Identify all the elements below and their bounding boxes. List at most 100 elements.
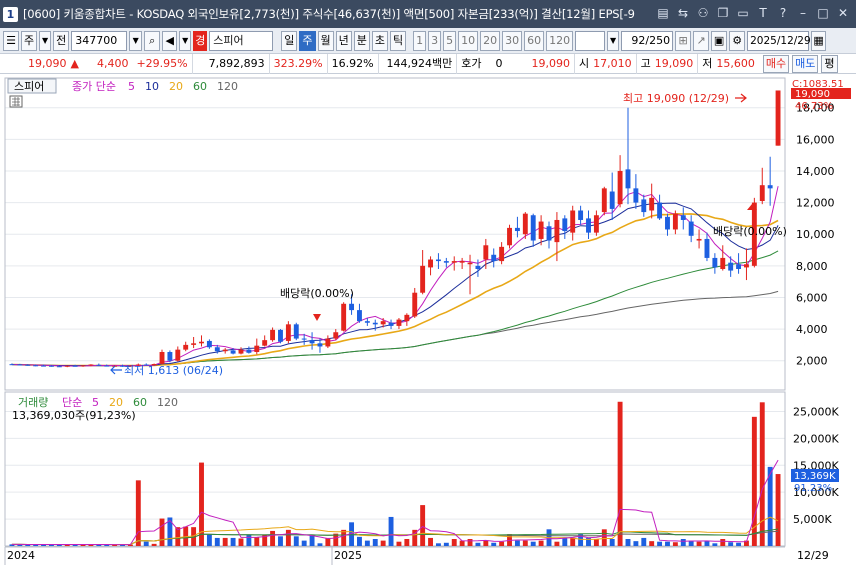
candle[interactable] (712, 253, 718, 274)
candle[interactable] (601, 186, 607, 216)
volume-bar[interactable] (199, 462, 204, 546)
legend-ma-10[interactable]: 10 (145, 80, 159, 93)
candle[interactable] (404, 313, 410, 326)
period-year-tab[interactable]: 년 (335, 30, 352, 51)
volume-bar[interactable] (672, 542, 678, 546)
volume-legend-ma-20[interactable]: 20 (109, 396, 123, 409)
candle[interactable] (491, 248, 497, 268)
candle[interactable] (151, 363, 157, 366)
volume-bar[interactable] (744, 540, 749, 546)
search-icon[interactable]: ⌕ (144, 30, 161, 51)
volume-bar[interactable] (262, 534, 268, 546)
candle[interactable] (744, 248, 749, 281)
candle[interactable] (625, 107, 631, 205)
candle[interactable] (609, 172, 615, 220)
candle[interactable] (254, 338, 260, 355)
period-second-tab[interactable]: 초 (371, 30, 388, 51)
candle[interactable] (364, 318, 370, 326)
volume-bar[interactable] (9, 544, 15, 546)
volume-bar[interactable] (120, 544, 125, 546)
volume-bar[interactable] (688, 540, 694, 546)
volume-bar[interactable] (159, 518, 165, 546)
volume-bar[interactable] (254, 537, 260, 546)
volume-bar[interactable] (48, 544, 54, 546)
volume-bar[interactable] (554, 541, 560, 546)
candle[interactable] (451, 256, 457, 271)
candle[interactable] (96, 363, 102, 366)
candle[interactable] (593, 210, 599, 236)
volume-bar[interactable] (404, 539, 410, 546)
volume-legend-name[interactable]: 거래량 (18, 396, 48, 409)
legend-ma-120[interactable]: 120 (217, 80, 238, 93)
volume-bar[interactable] (728, 542, 734, 546)
candle[interactable] (341, 302, 347, 332)
candle[interactable] (467, 254, 473, 295)
volume-bar[interactable] (483, 540, 489, 546)
candle[interactable] (127, 365, 133, 367)
candle[interactable] (9, 363, 15, 366)
candle[interactable] (546, 221, 552, 249)
sound-dropdown-icon[interactable]: ▼ (179, 30, 192, 51)
candle[interactable] (396, 318, 402, 330)
period-day-tab[interactable]: 일 (281, 30, 298, 51)
volume-bar[interactable] (617, 401, 623, 546)
candle[interactable] (767, 156, 773, 206)
calendar-icon[interactable]: ▦ (811, 30, 827, 51)
volume-legend-ma-5[interactable]: 5 (92, 396, 99, 409)
volume-bar[interactable] (578, 534, 584, 546)
table-toggle-icon[interactable] (9, 95, 23, 108)
volume-bar[interactable] (649, 541, 655, 546)
candle[interactable] (578, 205, 584, 225)
volume-bar[interactable] (380, 540, 386, 546)
candle[interactable] (641, 194, 647, 217)
candle[interactable] (720, 245, 726, 271)
volume-bar[interactable] (633, 541, 639, 546)
code-dropdown-icon[interactable]: ▼ (129, 30, 143, 51)
candle[interactable] (428, 256, 433, 276)
candle[interactable] (159, 349, 165, 365)
volume-bar[interactable] (88, 544, 94, 546)
volume-legend-ma-60[interactable]: 60 (133, 396, 147, 409)
candle[interactable] (301, 333, 307, 345)
volume-bar[interactable] (428, 537, 433, 546)
interval-60-button[interactable]: 60 (524, 30, 545, 51)
close-icon[interactable]: ✕ (837, 6, 849, 20)
candle[interactable] (183, 341, 189, 352)
candle[interactable] (514, 216, 520, 238)
volume-bar[interactable] (56, 544, 62, 546)
volume-bar[interactable] (246, 534, 252, 546)
period-tick-tab[interactable]: 틱 (390, 30, 407, 51)
volume-bar[interactable] (64, 544, 70, 546)
candle[interactable] (278, 329, 283, 344)
candle[interactable] (680, 207, 686, 230)
candle[interactable] (443, 257, 449, 268)
date-input[interactable]: 2025/12/29 (747, 30, 811, 51)
candle[interactable] (317, 338, 323, 353)
volume-bar[interactable] (522, 540, 528, 546)
candle[interactable] (48, 365, 54, 367)
volume-bar[interactable] (175, 527, 181, 546)
candle[interactable] (372, 319, 378, 331)
candle[interactable] (293, 322, 299, 341)
volume-bar[interactable] (238, 538, 244, 546)
volume-bar[interactable] (167, 517, 173, 546)
volume-bar[interactable] (451, 539, 457, 546)
candle[interactable] (499, 242, 505, 265)
candle[interactable] (270, 327, 276, 342)
volume-bar[interactable] (104, 544, 110, 546)
font-icon[interactable]: T (759, 6, 767, 20)
volume-bar[interactable] (96, 544, 102, 546)
candle[interactable] (214, 344, 220, 354)
volume-bar[interactable] (112, 544, 118, 546)
volume-bar[interactable] (586, 537, 591, 546)
volume-bar[interactable] (704, 541, 710, 546)
chart-svg[interactable]: 18,000 16,000 14,000 12,000 10,000 8,000 6,000… (0, 76, 856, 565)
copy-icon[interactable]: ❐ (717, 6, 729, 20)
volume-bar[interactable] (80, 544, 86, 546)
volume-bar[interactable] (222, 537, 228, 546)
volume-bar[interactable] (435, 543, 441, 546)
candle[interactable] (333, 329, 339, 341)
chart-area[interactable]: 18,000 16,000 14,000 12,000 10,000 8,000 6,000… (0, 76, 856, 565)
screen-switch-icon[interactable]: ⇆ (677, 6, 689, 20)
volume-bar[interactable] (759, 402, 765, 546)
